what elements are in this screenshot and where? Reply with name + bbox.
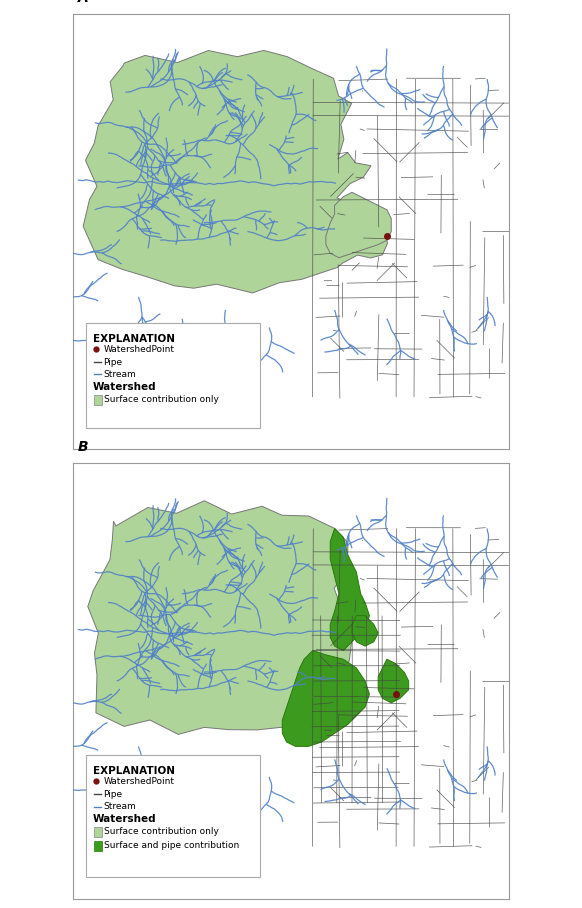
Text: Pipe: Pipe bbox=[104, 790, 123, 799]
Polygon shape bbox=[86, 755, 261, 877]
Polygon shape bbox=[88, 500, 352, 735]
Polygon shape bbox=[86, 323, 261, 428]
Polygon shape bbox=[94, 395, 102, 405]
Polygon shape bbox=[378, 659, 409, 703]
Polygon shape bbox=[282, 650, 370, 746]
Text: Surface contribution only: Surface contribution only bbox=[104, 395, 218, 404]
Polygon shape bbox=[83, 51, 388, 293]
Text: WatershedPoint: WatershedPoint bbox=[104, 345, 175, 354]
Text: A: A bbox=[77, 0, 88, 5]
Polygon shape bbox=[352, 616, 378, 646]
Polygon shape bbox=[94, 827, 102, 837]
Text: Stream: Stream bbox=[104, 802, 136, 811]
Text: WatershedPoint: WatershedPoint bbox=[104, 776, 175, 785]
Text: B: B bbox=[77, 440, 88, 454]
Text: Pipe: Pipe bbox=[104, 358, 123, 367]
Text: EXPLANATION: EXPLANATION bbox=[93, 766, 175, 776]
Text: Surface contribution only: Surface contribution only bbox=[104, 827, 218, 836]
Polygon shape bbox=[330, 528, 370, 650]
Polygon shape bbox=[326, 192, 391, 258]
Text: Watershed: Watershed bbox=[93, 814, 157, 824]
Text: Watershed: Watershed bbox=[93, 381, 157, 391]
Text: Stream: Stream bbox=[104, 370, 136, 379]
Text: EXPLANATION: EXPLANATION bbox=[93, 334, 175, 344]
Text: Surface and pipe contribution: Surface and pipe contribution bbox=[104, 841, 239, 850]
Polygon shape bbox=[94, 842, 102, 851]
